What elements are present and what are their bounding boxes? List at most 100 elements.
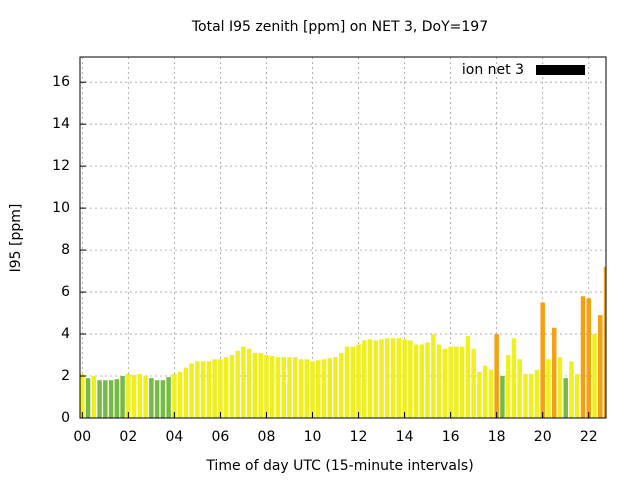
bar [252, 352, 258, 418]
y-tick-label: 6 [61, 284, 70, 300]
bar [598, 315, 603, 418]
bar [390, 338, 396, 418]
bar [85, 378, 91, 418]
bar [154, 380, 160, 418]
bar [580, 296, 586, 418]
bar [454, 346, 459, 418]
bar [557, 357, 563, 418]
y-tick-label: 16 [52, 74, 70, 90]
bar [189, 363, 194, 418]
bar [419, 344, 425, 418]
bar [143, 376, 148, 418]
bar [223, 357, 229, 418]
bar [137, 373, 143, 418]
bar [281, 357, 286, 418]
bar [379, 339, 384, 418]
bar [488, 369, 494, 418]
bar [91, 376, 97, 418]
bar [413, 344, 419, 418]
bar [160, 380, 166, 418]
bar [269, 356, 275, 418]
bar [166, 377, 171, 418]
bar [523, 373, 528, 418]
bar [241, 346, 246, 418]
bar [402, 339, 407, 418]
bar [131, 374, 137, 418]
bar [195, 361, 200, 418]
bar [459, 346, 465, 418]
bar [442, 348, 448, 418]
x-tick-label: 00 [73, 429, 91, 445]
bar [563, 378, 568, 418]
bar [471, 348, 476, 418]
y-tick-label: 10 [52, 200, 70, 216]
bar [431, 334, 436, 418]
bar [246, 348, 252, 418]
bar [396, 338, 402, 418]
x-tick-label: 02 [119, 429, 137, 445]
bar [546, 359, 551, 418]
y-tick-label: 8 [61, 242, 70, 258]
bar [494, 334, 499, 418]
bar [511, 338, 517, 418]
bar [482, 365, 488, 418]
x-tick-label: 18 [488, 429, 506, 445]
x-axis-label: Time of day UTC (15-minute intervals) [205, 458, 473, 474]
bar [356, 344, 361, 418]
bar [339, 352, 344, 418]
bar [517, 359, 522, 418]
bar [333, 357, 338, 418]
bar [592, 334, 597, 418]
x-tick-label: 10 [304, 429, 322, 445]
bars [80, 266, 606, 418]
bar [97, 380, 102, 418]
bar [540, 302, 545, 418]
bar [258, 352, 263, 418]
bar [80, 373, 85, 418]
bar [569, 361, 574, 418]
bar [304, 359, 309, 418]
bar [327, 358, 333, 418]
bar [103, 380, 108, 418]
legend-label: ion net 3 [462, 62, 524, 78]
bar [425, 342, 430, 418]
x-tick-label: 20 [534, 429, 552, 445]
bar [177, 371, 183, 418]
bar [310, 361, 315, 418]
y-tick-label: 14 [52, 116, 70, 132]
bar [367, 339, 373, 418]
bar [500, 376, 505, 418]
bar [200, 361, 206, 418]
bar [350, 346, 356, 418]
bar [321, 359, 327, 418]
bar [292, 357, 298, 418]
bar [505, 355, 511, 418]
bar [212, 359, 217, 418]
bar [126, 373, 131, 418]
chart-title: Total I95 zenith [ppm] on NET 3, DoY=197 [191, 19, 488, 35]
y-tick-label: 12 [52, 158, 70, 174]
bar [574, 373, 580, 418]
bar [298, 359, 304, 418]
bar [344, 346, 350, 418]
x-tick-label: 16 [442, 429, 460, 445]
x-tick-label: 06 [212, 429, 230, 445]
bar [528, 373, 534, 418]
bar [603, 266, 606, 418]
bar [229, 355, 235, 418]
y-tick-label: 0 [61, 410, 70, 426]
bar [120, 376, 125, 418]
bar [218, 359, 223, 418]
bar [287, 357, 292, 418]
bar [264, 355, 269, 418]
bar [534, 369, 540, 418]
x-tick-label: 04 [165, 429, 183, 445]
bar [206, 361, 212, 418]
bar [465, 336, 471, 418]
x-tick-label: 12 [350, 429, 368, 445]
y-axis-label: I95 [ppm] [8, 204, 24, 273]
x-tick-label: 14 [396, 429, 414, 445]
bar [149, 378, 154, 418]
bar [235, 350, 240, 418]
